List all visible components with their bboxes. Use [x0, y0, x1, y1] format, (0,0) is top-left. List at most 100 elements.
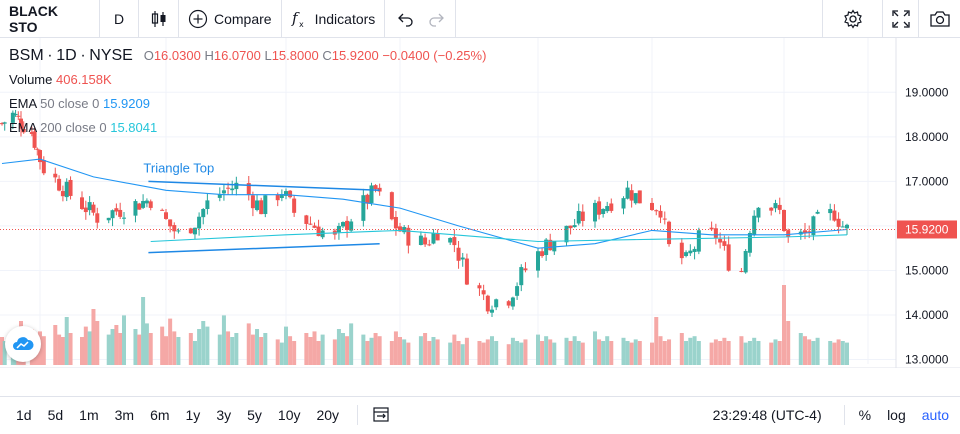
volume-bar: [373, 333, 378, 365]
volume-bar: [393, 331, 398, 365]
volume-bar: [564, 337, 569, 365]
range-button-1m[interactable]: 1m: [79, 407, 99, 423]
candle-body: [519, 267, 524, 286]
volume-bar: [435, 339, 440, 365]
candle-body: [637, 190, 642, 204]
candle-body: [423, 237, 428, 245]
candle-body: [845, 224, 849, 229]
volume-bar: [803, 336, 807, 365]
volume-bar: [601, 341, 606, 365]
volume-bar: [176, 337, 181, 365]
candle-body: [188, 228, 193, 234]
percent-toggle[interactable]: %: [858, 407, 872, 423]
volume-bar: [316, 341, 321, 365]
volume-bar: [836, 339, 841, 365]
candle-body: [316, 226, 321, 237]
candle-body: [110, 210, 115, 219]
legend-ema200-key[interactable]: EMA: [9, 120, 37, 135]
svg-text:f: f: [291, 9, 300, 27]
volume-bar: [398, 337, 402, 365]
clock[interactable]: 23:29:48 (UTC-4): [712, 407, 822, 423]
volume-bar: [292, 341, 297, 365]
volume-bar: [361, 334, 366, 365]
snapshot-button[interactable]: [918, 0, 960, 38]
candle-body: [288, 190, 293, 198]
candle-body: [87, 202, 92, 211]
candle-body: [406, 227, 411, 246]
tradingview-logo[interactable]: [5, 326, 41, 362]
redo-button[interactable]: [421, 0, 457, 38]
volume-bar: [621, 337, 626, 365]
range-button-5d[interactable]: 5d: [47, 407, 64, 423]
compare-label: Compare: [214, 10, 272, 27]
volume-bar: [777, 341, 782, 365]
volume-bar: [625, 341, 630, 365]
volume-bar: [141, 297, 146, 365]
candle-body: [601, 208, 606, 215]
volume-bar: [304, 333, 309, 365]
legend-volume-key[interactable]: Volume: [9, 72, 53, 87]
range-buttons: 1d 5d 1m 3m 6m 1y 3y 5y 10y 20y: [0, 407, 347, 423]
indicators-button[interactable]: f x Indicators: [282, 0, 386, 38]
candle-body: [625, 187, 630, 199]
volume-bar: [263, 333, 268, 365]
volume-bar: [811, 341, 816, 365]
range-button-1y[interactable]: 1y: [185, 407, 201, 423]
volume-bar: [284, 326, 288, 365]
legend-ema50-key[interactable]: EMA: [9, 96, 37, 111]
volume-bar: [110, 329, 115, 365]
volume-bar: [192, 341, 197, 365]
log-toggle[interactable]: log: [887, 407, 906, 423]
volume-bar: [365, 341, 370, 365]
range-button-10y[interactable]: 10y: [277, 407, 301, 423]
candles-icon: [151, 10, 165, 27]
candle-body: [448, 237, 453, 243]
candle-body: [141, 200, 146, 208]
volume-bar: [654, 317, 659, 365]
settings-button[interactable]: [822, 0, 882, 38]
undo-button[interactable]: [385, 0, 421, 38]
volume-bar: [477, 341, 482, 365]
price-axis[interactable]: 19.000018.000017.000016.000015.000014.00…: [0, 38, 957, 368]
symbol-search[interactable]: BLACK STO: [0, 0, 100, 38]
range-button-1d[interactable]: 1d: [16, 407, 32, 423]
fullscreen-button[interactable]: [882, 0, 918, 38]
auto-toggle[interactable]: auto: [921, 407, 949, 423]
volume-bar: [221, 315, 226, 365]
candle-body: [452, 237, 457, 246]
candle-body: [832, 210, 837, 221]
volume-bar: [597, 339, 602, 365]
range-button-5y[interactable]: 5y: [247, 407, 262, 423]
volume-bar: [349, 323, 354, 365]
volume-bar: [250, 334, 255, 365]
volume-bar: [679, 333, 684, 365]
volume-bar: [713, 339, 718, 365]
legend-high: 16.0700: [213, 48, 261, 63]
volume-bar: [481, 342, 486, 365]
date-range-button[interactable]: [368, 405, 394, 426]
chart-type-button[interactable]: [139, 0, 179, 38]
legend-open: 16.0300: [153, 48, 201, 63]
chart-legend: BSM · 1D · NYSE O16.0300 H16.0700 L15.80…: [9, 44, 486, 140]
volume-bar: [544, 336, 549, 365]
candle-body: [769, 207, 774, 211]
range-button-20y[interactable]: 20y: [316, 407, 340, 423]
volume-bar: [133, 329, 138, 365]
ema200-line: [150, 229, 848, 243]
volume-bar: [576, 341, 581, 365]
range-button-3m[interactable]: 3m: [114, 407, 135, 423]
compare-button[interactable]: Compare: [179, 0, 282, 38]
volume-bar: [205, 326, 210, 365]
candle-body: [536, 251, 540, 271]
interval-button[interactable]: D: [100, 0, 139, 38]
range-button-3y[interactable]: 3y: [216, 407, 232, 423]
candle-body: [250, 195, 255, 209]
range-button-6m[interactable]: 6m: [150, 407, 170, 423]
candle-body: [205, 200, 210, 210]
candle-body: [435, 233, 440, 241]
divider: [843, 405, 845, 425]
legend-ticker[interactable]: BSM: [9, 47, 44, 64]
volume-bar: [2, 341, 7, 365]
legend-high-key: H: [204, 48, 214, 63]
candle-body: [662, 218, 667, 220]
